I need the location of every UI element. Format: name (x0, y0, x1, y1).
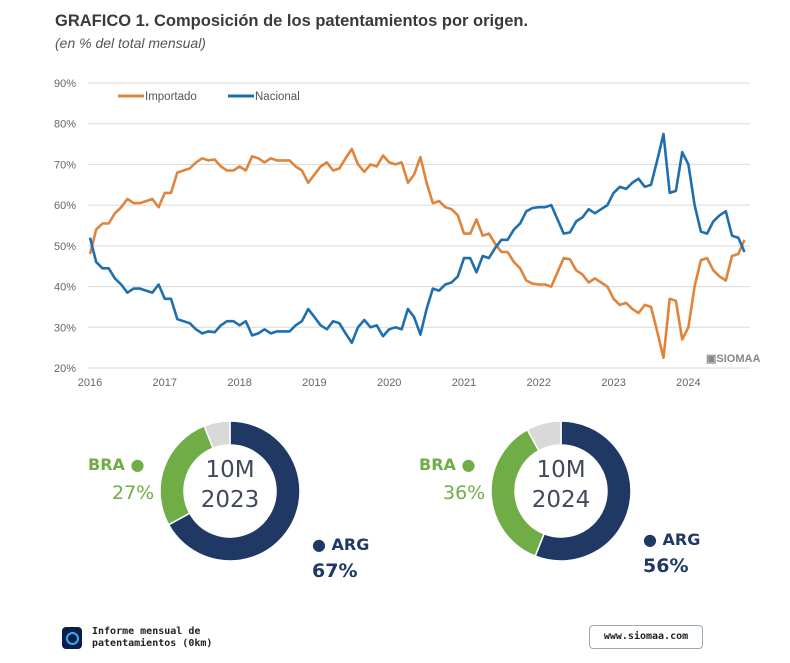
donut-slice-otros (526, 420, 562, 452)
arg-percent: 67% (312, 560, 358, 582)
watermark: ▣SIOMAA (706, 353, 760, 365)
bra-label: BRA ● (88, 455, 145, 474)
y-tick-label: 80% (54, 119, 76, 131)
chart-subtitle: (en % del total mensual) (55, 35, 206, 51)
y-tick-label: 90% (54, 78, 76, 90)
website-link[interactable]: www.siomaa.com (589, 625, 703, 649)
donut-slice-arg (167, 420, 301, 562)
footer-report-name: Informe mensual de patentamientos (0km) (92, 626, 212, 650)
donut-center-label: 2024 (531, 487, 591, 513)
arg-label: ● ARG (312, 535, 370, 554)
footer-line1: Informe mensual de (92, 626, 201, 637)
x-tick-label: 2018 (227, 377, 251, 389)
arg-label: ● ARG (643, 530, 701, 549)
y-tick-label: 70% (54, 159, 76, 171)
y-tick-label: 50% (54, 241, 76, 253)
legend-label: Importado (145, 91, 197, 103)
x-tick-label: 2024 (676, 377, 700, 389)
x-tick-label: 2021 (452, 377, 476, 389)
footer-line2: patentamientos (0km) (92, 638, 213, 649)
donut-slice-otros (203, 420, 231, 450)
donut-center-label: 10M (205, 457, 255, 483)
x-tick-label: 2017 (153, 377, 177, 389)
series-line-importado (88, 147, 746, 360)
series-line-nacional (88, 132, 746, 345)
donut-slice-arg (534, 420, 632, 562)
y-tick-label: 20% (54, 363, 76, 375)
donut-center-label: 2023 (200, 487, 260, 513)
x-tick-label: 2019 (302, 377, 326, 389)
x-tick-label: 2023 (601, 377, 625, 389)
legend-label: Nacional (255, 91, 300, 103)
y-tick-label: 60% (54, 200, 76, 212)
bra-percent: 27% (112, 482, 155, 504)
x-tick-label: 2020 (377, 377, 401, 389)
siomaa-logo-icon (62, 627, 82, 649)
bra-label: BRA ● (419, 455, 476, 474)
chart-title: GRAFICO 1. Composición de los patentamie… (55, 12, 529, 30)
arg-percent: 56% (643, 555, 689, 577)
y-tick-label: 40% (54, 282, 76, 294)
y-tick-label: 30% (54, 322, 76, 334)
bra-percent: 36% (443, 482, 486, 504)
x-tick-label: 2016 (78, 377, 102, 389)
donut-center-label: 10M (536, 457, 586, 483)
x-tick-label: 2022 (527, 377, 551, 389)
